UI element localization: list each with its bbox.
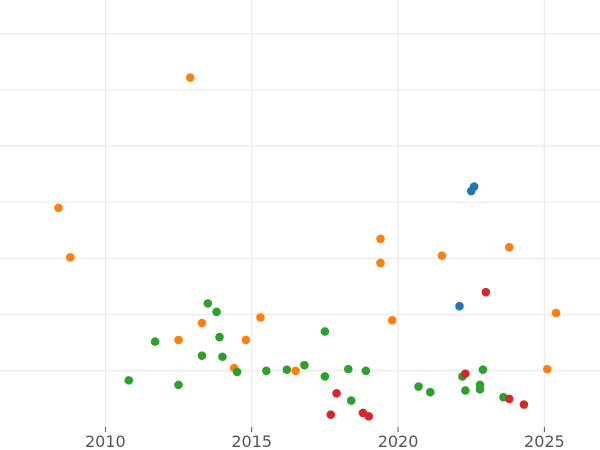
data-point xyxy=(437,251,447,260)
data-point xyxy=(469,182,479,191)
x-tick-label: 2025 xyxy=(524,432,565,450)
data-point xyxy=(174,380,183,390)
data-point xyxy=(203,299,213,308)
data-point xyxy=(387,315,397,325)
data-point xyxy=(332,388,341,398)
data-point xyxy=(197,351,207,360)
data-point xyxy=(414,382,423,391)
data-point xyxy=(461,386,470,395)
data-point xyxy=(197,318,207,328)
data-point xyxy=(65,253,75,262)
x-tick-label: 2010 xyxy=(85,432,126,450)
data-point xyxy=(376,234,385,244)
points-layer xyxy=(54,73,561,421)
data-point xyxy=(343,364,353,374)
data-point xyxy=(320,327,330,336)
data-point xyxy=(504,242,514,252)
grid-layer xyxy=(0,0,600,427)
data-point xyxy=(320,372,330,381)
data-point xyxy=(124,376,134,385)
data-point xyxy=(212,307,221,317)
data-point xyxy=(475,385,485,394)
data-point xyxy=(54,203,63,213)
data-point xyxy=(519,400,529,409)
data-point xyxy=(461,369,470,378)
data-point xyxy=(543,364,552,374)
data-point xyxy=(551,308,561,318)
data-point xyxy=(478,365,488,374)
data-point xyxy=(376,258,385,268)
data-point xyxy=(185,73,195,82)
data-point xyxy=(364,412,374,421)
x-axis-ticks: 2010 2015 2020 2025 xyxy=(85,427,565,450)
data-point xyxy=(241,335,251,345)
data-point xyxy=(504,394,514,404)
x-tick-label: 2015 xyxy=(231,432,272,450)
data-point xyxy=(361,366,371,376)
data-point xyxy=(256,313,265,322)
x-tick-label: 2020 xyxy=(378,432,419,450)
data-point xyxy=(150,337,160,346)
data-point xyxy=(455,301,464,311)
data-point xyxy=(481,287,491,297)
data-point xyxy=(300,360,309,370)
data-point xyxy=(346,396,356,405)
data-point xyxy=(326,410,336,419)
data-point xyxy=(425,387,435,397)
data-point xyxy=(232,367,242,377)
data-point xyxy=(291,366,300,376)
data-point xyxy=(262,366,271,376)
data-point xyxy=(215,332,224,342)
data-point xyxy=(282,365,292,374)
data-point xyxy=(218,352,227,362)
data-point xyxy=(174,335,183,345)
